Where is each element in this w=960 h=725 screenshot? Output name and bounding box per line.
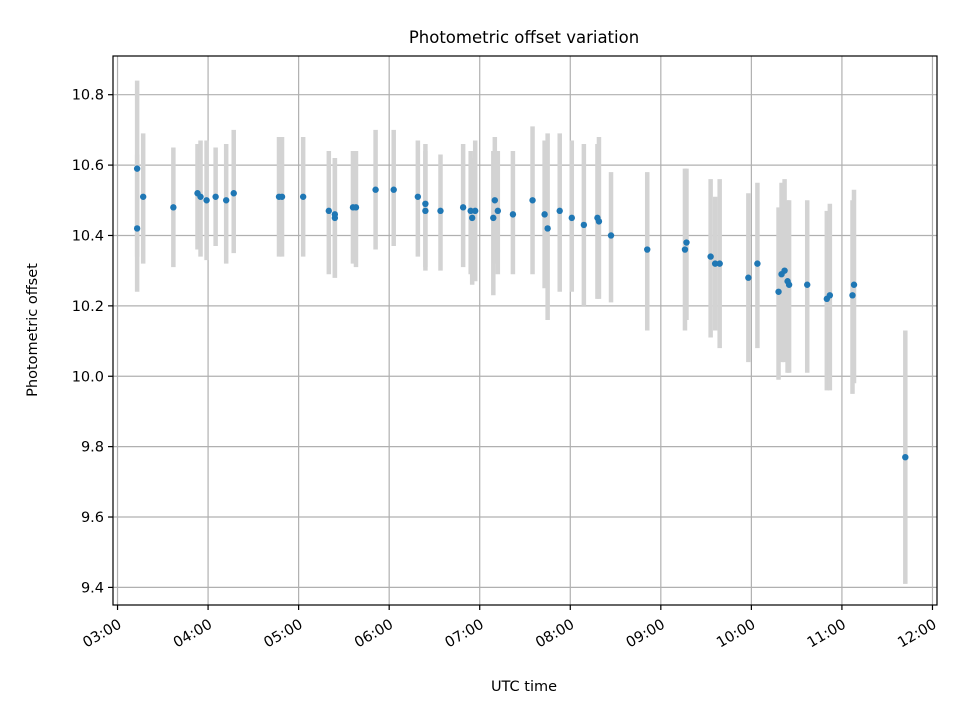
data-point xyxy=(775,288,782,295)
y-tick-label: 9.4 xyxy=(81,580,104,596)
data-point xyxy=(707,253,714,260)
data-point xyxy=(556,207,563,215)
data-point xyxy=(467,207,474,215)
data-point xyxy=(468,214,476,222)
data-point xyxy=(544,225,551,232)
y-tick-label: 10.2 xyxy=(72,299,104,315)
y-tick-label: 10.0 xyxy=(72,369,104,385)
data-point xyxy=(683,239,690,246)
y-tick-label: 9.6 xyxy=(81,510,104,526)
y-tick-label: 10.8 xyxy=(72,88,104,104)
data-point xyxy=(804,281,811,288)
data-point xyxy=(352,204,360,211)
data-point xyxy=(222,197,230,204)
chart-title: Photometric offset variation xyxy=(409,28,639,47)
data-point xyxy=(325,207,333,215)
data-point xyxy=(849,292,856,299)
data-point xyxy=(681,246,689,253)
data-point xyxy=(197,193,204,200)
data-point xyxy=(745,274,752,281)
data-point xyxy=(494,207,502,215)
data-point xyxy=(170,204,177,211)
data-point xyxy=(595,218,603,225)
data-point xyxy=(607,232,615,239)
data-point xyxy=(471,207,479,215)
data-point xyxy=(644,246,651,253)
data-point xyxy=(826,292,834,299)
data-point xyxy=(529,197,536,204)
y-tick-label: 10.6 xyxy=(72,158,104,174)
data-point xyxy=(331,211,339,218)
data-point xyxy=(580,221,588,229)
data-point xyxy=(459,204,467,211)
data-point xyxy=(278,193,286,200)
data-point xyxy=(203,197,210,204)
data-point xyxy=(299,193,307,200)
data-point xyxy=(437,207,444,215)
data-point xyxy=(390,186,397,193)
data-point xyxy=(490,214,497,222)
data-point xyxy=(139,193,147,200)
data-point xyxy=(414,193,422,200)
grid-lines xyxy=(113,56,937,605)
data-point xyxy=(491,197,499,204)
data-markers xyxy=(133,165,909,461)
data-point xyxy=(850,281,858,288)
data-point xyxy=(785,281,793,288)
data-point xyxy=(716,260,723,267)
data-point xyxy=(568,214,575,222)
data-point xyxy=(133,225,141,232)
data-point xyxy=(902,453,909,461)
data-point xyxy=(754,260,761,267)
data-point xyxy=(781,267,788,274)
data-point xyxy=(212,193,219,200)
data-point xyxy=(711,260,719,267)
data-point xyxy=(230,190,237,197)
y-axis-label: Photometric offset xyxy=(25,263,41,397)
data-point xyxy=(422,207,429,215)
data-point xyxy=(509,211,517,218)
data-point xyxy=(372,186,379,193)
data-point xyxy=(133,165,141,172)
data-point xyxy=(541,211,548,218)
plot-frame xyxy=(112,55,938,606)
x-axis-label: UTC time xyxy=(491,679,557,695)
y-tick-label: 10.4 xyxy=(72,228,104,244)
y-tick-label: 9.8 xyxy=(81,440,104,456)
data-point xyxy=(422,200,429,208)
